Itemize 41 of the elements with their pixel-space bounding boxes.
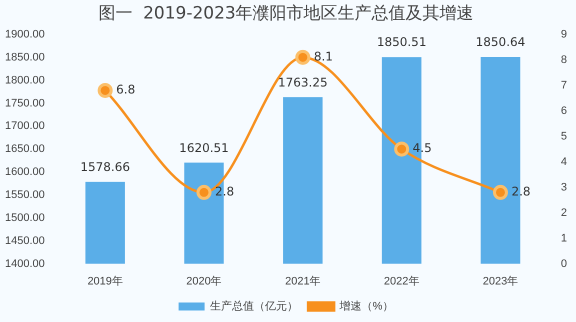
y2-tick-label: 8 — [560, 54, 568, 66]
y-tick-label: 1900.00 — [4, 28, 45, 40]
y2-tick-label: 6 — [560, 104, 568, 117]
x-tick-label: 2020年 — [186, 275, 222, 288]
y-tick-label: 1700.00 — [4, 120, 45, 132]
y-tick-label: 1400.00 — [4, 258, 45, 270]
y-tick-label: 1850.00 — [4, 51, 45, 64]
chart-title: 图一 2019-2023年濮阳市地区生产总值及其增速 — [98, 4, 474, 24]
y2-tick-label: 1 — [560, 232, 568, 244]
y-tick-label: 1600.00 — [4, 166, 45, 178]
y2-tick-label: 0 — [560, 258, 568, 270]
point — [492, 184, 508, 200]
y2-tick-label: 3 — [560, 181, 568, 194]
y-tick-label: 1500.00 — [4, 212, 45, 224]
data-label: 1578.66 — [80, 160, 130, 174]
y2-tick-label: 9 — [560, 28, 568, 40]
y-tick-label: 1650.00 — [4, 143, 45, 156]
x-tick-label: 2019年 — [87, 275, 123, 288]
x-tick-label: 2022年 — [384, 275, 420, 288]
data-label: 1850.64 — [476, 35, 526, 50]
y2-tick-label: 4 — [560, 156, 568, 168]
data-label: 6.8 — [116, 82, 136, 97]
point — [98, 82, 113, 98]
y-tick-label: 1450.00 — [4, 234, 45, 247]
y2-tick-label: 5 — [560, 130, 568, 142]
y-tick-label: 1800.00 — [4, 74, 45, 86]
y2-tick-label: 2 — [560, 206, 568, 219]
legend-label: 生产总值（亿元） — [210, 300, 298, 313]
point — [394, 142, 410, 157]
data-label: 1850.51 — [376, 35, 426, 50]
y2-tick-label: 7 — [560, 79, 568, 92]
legend-label: 增速（%） — [338, 300, 394, 313]
y-tick-label: 1550.00 — [4, 189, 45, 202]
point — [295, 50, 310, 65]
x-tick-label: 2023年 — [482, 275, 518, 288]
data-label: 8.1 — [314, 49, 333, 64]
data-label: 1620.51 — [179, 140, 229, 155]
y-tick-label: 1750.00 — [4, 97, 45, 110]
point — [196, 184, 212, 200]
x-tick-label: 2021年 — [285, 275, 321, 288]
data-label: 1763.25 — [278, 75, 328, 90]
